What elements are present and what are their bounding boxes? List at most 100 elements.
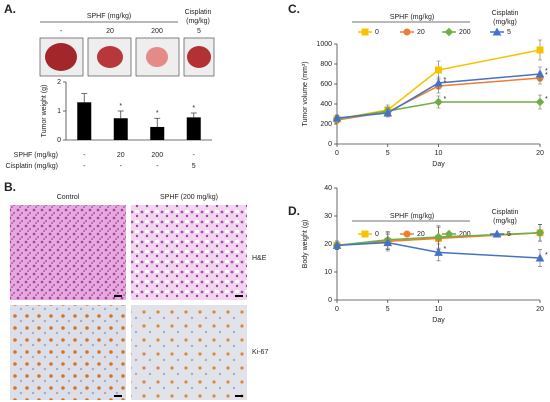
marker [535,253,545,262]
row-label: H&E [252,255,267,262]
x-tick-label: 5 [386,150,390,157]
significance: * [545,68,548,75]
table-cell: - [83,152,86,159]
significance: * [444,80,447,87]
legend-marker [403,230,411,238]
y-tick-label: 600 [320,81,332,88]
error-bar [154,117,161,127]
column-label: Control [57,194,80,201]
table-row-label: SPHF (mg/kg) [14,152,58,159]
y-tick-label: 2 [57,79,61,86]
legend-label: 5 [507,231,511,238]
legend-marker [444,27,454,37]
panel-label: C. [288,2,300,16]
y-tick-label: 1000 [316,41,332,48]
marker [535,69,545,78]
panel-label: B. [4,180,16,194]
photo-label: - [60,28,63,35]
table-cell: 20 [117,152,125,159]
y-tick-label: 20 [324,241,332,248]
marker [383,238,393,247]
legend-header: SPHF (mg/kg) [390,14,434,21]
y-tick-label: 0 [57,137,61,144]
x-tick-label: 10 [435,150,443,157]
legend-marker [492,229,502,238]
legend-label: 20 [417,29,425,36]
marker [383,108,393,117]
bar [150,126,165,140]
legend-header: SPHF (mg/kg) [390,213,434,220]
significance: * [444,96,447,103]
error-bar [117,110,124,119]
table-cell: - [193,152,196,159]
significance: * [192,105,195,112]
significance: * [545,72,548,79]
y-tick-label: 40 [324,185,332,192]
table-cell: 200 [151,152,163,159]
legend-label: 0 [375,29,379,36]
y-tick-label: 1 [57,108,61,115]
legend-label: 200 [459,231,471,238]
marker [434,232,443,242]
photo-header: (mg/kg) [186,18,210,25]
tumor-photos [39,37,215,77]
marker [434,97,443,107]
marker [332,113,342,122]
y-axis-title: Body weight (g) [302,220,309,269]
histology-images [10,205,247,400]
column-label: SPHF (200 mg/kg) [160,194,218,201]
photo-label: 5 [197,28,201,35]
significance: * [545,252,548,259]
significance: * [545,96,548,103]
legend-marker [361,230,369,238]
marker [434,78,443,87]
legend-label: 5 [507,29,511,36]
bar [113,118,128,140]
y-axis-title: Tumor weight (g) [41,85,48,138]
x-tick-label: 5 [386,306,390,313]
x-tick-label: 20 [536,150,544,157]
row-label: Ki-67 [252,349,268,356]
photo-header: SPHF (mg/kg) [87,13,131,20]
photo-label: 200 [151,28,163,35]
series-line [336,241,541,259]
bar [186,117,201,140]
error-bar [190,112,197,118]
legend-marker [361,28,369,36]
panel-label: A. [4,2,16,16]
table-cell: - [156,163,159,170]
bar [77,102,92,140]
legend-header: (mg/kg) [493,19,517,26]
panel-label: D. [288,204,300,218]
table-cell: - [120,163,123,170]
series-line [336,232,541,247]
table-cell: 5 [192,163,196,170]
significance: * [156,110,159,117]
legend-marker [403,28,411,36]
y-tick-label: 30 [324,213,332,220]
y-tick-label: 400 [320,101,332,108]
x-axis-title: Day [432,317,445,324]
table-row-label: Cisplatin (mg/kg) [5,163,58,170]
marker [435,66,442,74]
x-axis-title: Day [432,161,445,168]
marker [434,247,443,256]
legend-label: 20 [417,231,425,238]
marker [535,97,545,107]
significance: * [444,246,447,253]
legend-label: 200 [459,29,471,36]
significance: * [119,103,122,110]
marker [535,228,545,238]
marker [332,240,342,249]
marker [536,46,544,54]
series-line [336,73,541,119]
y-tick-label: 200 [320,121,332,128]
photo-label: 20 [106,28,114,35]
legend-label: 0 [375,231,379,238]
x-tick-label: 10 [435,306,443,313]
significance: * [444,77,447,84]
y-tick-label: 800 [320,61,332,68]
y-tick-label: 10 [324,269,332,276]
table-cell: - [83,163,86,170]
